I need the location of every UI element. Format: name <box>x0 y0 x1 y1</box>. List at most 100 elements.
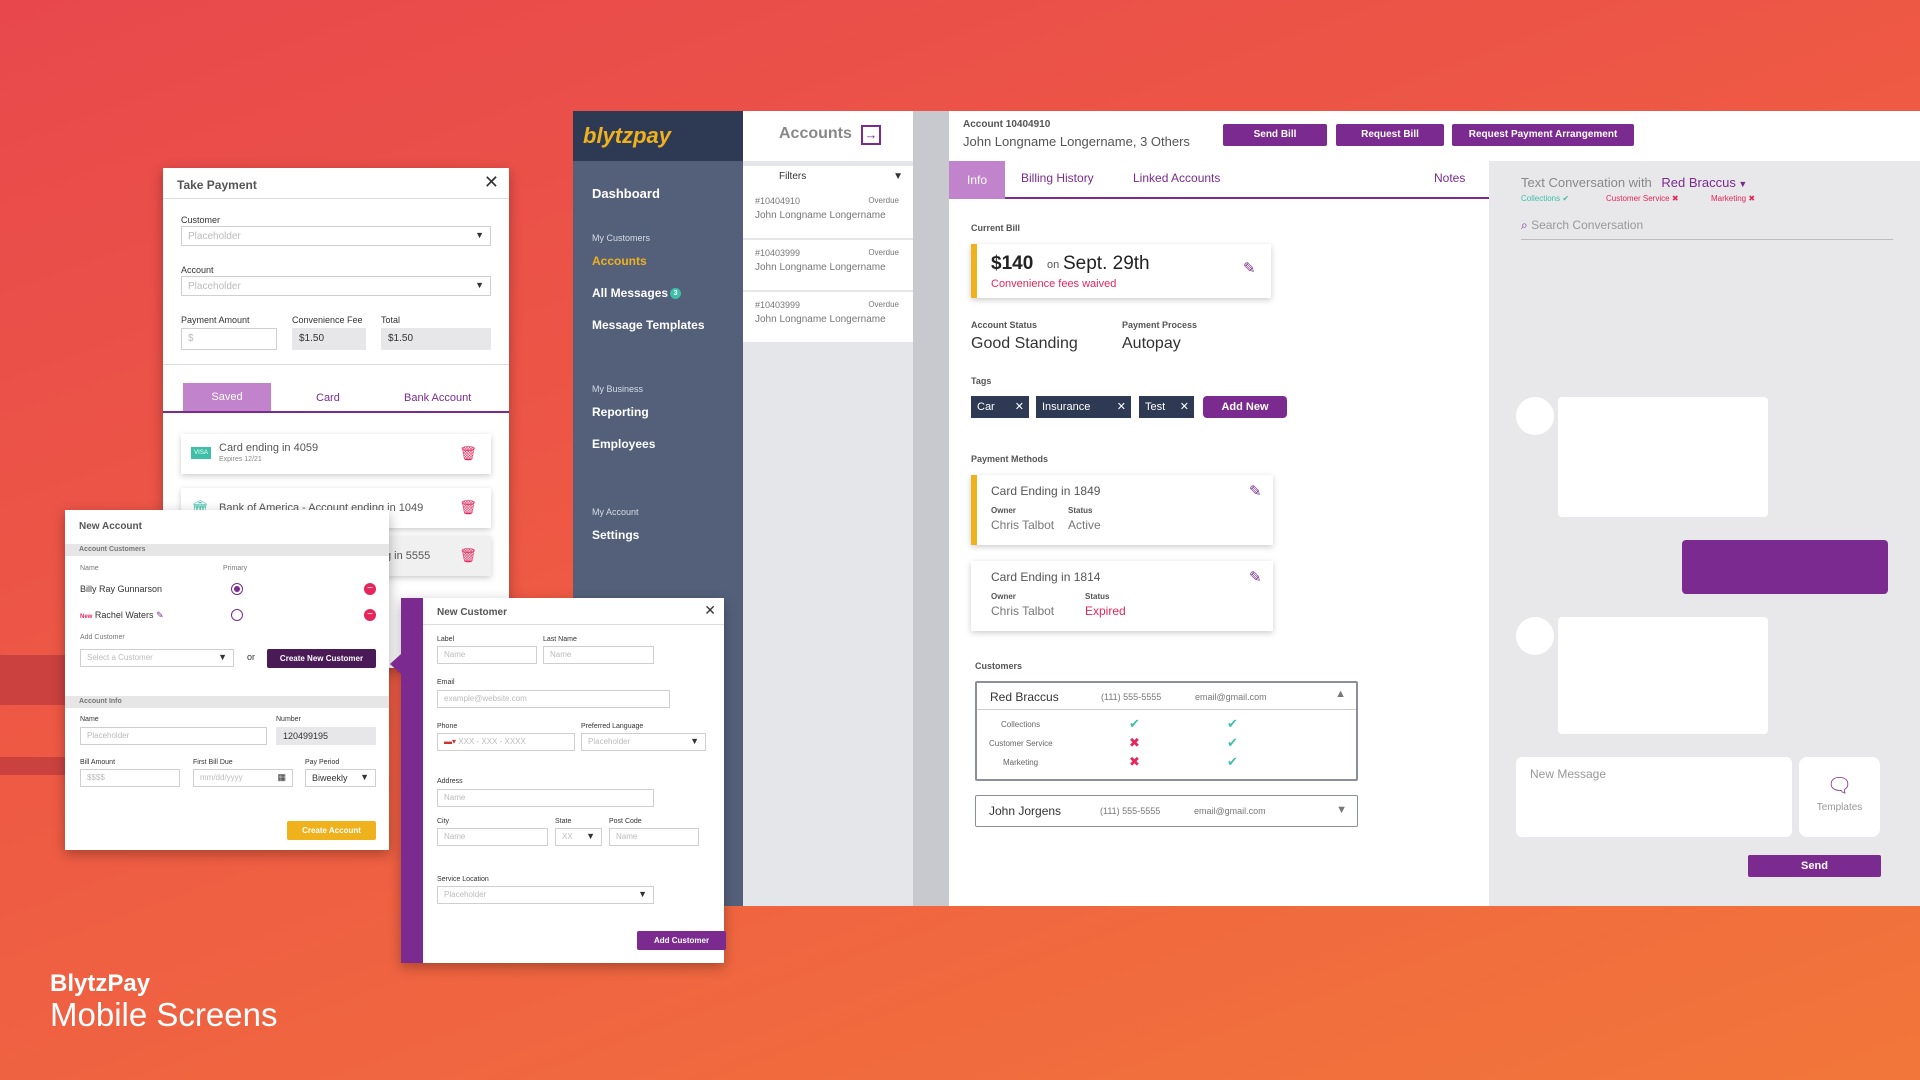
chevron-down-icon[interactable]: ▼ <box>1735 179 1748 189</box>
search-conversation-input[interactable]: ⌕ Search Conversation <box>1521 218 1893 240</box>
logo[interactable]: blytzpay <box>573 111 743 161</box>
conversation-recipient[interactable]: Red Braccus <box>1661 175 1736 190</box>
close-icon[interactable]: ✕ <box>483 172 499 192</box>
sidebar-item-employees[interactable]: Employees <box>592 437 656 451</box>
method-title: Card Ending in 1814 <box>991 570 1101 584</box>
send-button[interactable]: Send <box>1748 855 1881 877</box>
pointer-arrow <box>390 654 401 674</box>
customer-email: email@gmail.com <box>1194 806 1266 816</box>
chevron-down-icon[interactable]: ▼ <box>1336 804 1347 816</box>
service-location-select[interactable]: Placeholder ▼ <box>437 886 654 904</box>
edit-pencil-icon[interactable]: ✎ <box>156 610 164 620</box>
account-name: John Longname Longername <box>755 262 886 273</box>
status-value: Active <box>1068 518 1101 532</box>
account-card[interactable]: #10404910 Overdue John Longname Longername <box>743 188 913 238</box>
trash-icon[interactable]: 🗑 <box>459 547 477 563</box>
customer-collapsed[interactable]: John Jorgens (111) 555-5555 email@gmail.… <box>975 795 1358 827</box>
service-location-label: Service Location <box>437 876 489 883</box>
check-icon[interactable]: ✔ <box>1227 716 1238 731</box>
new-message-input[interactable]: New Message <box>1516 757 1792 837</box>
check-icon[interactable]: ✔ <box>1227 735 1238 750</box>
language-select[interactable]: Placeholder ▼ <box>581 733 706 751</box>
status-label: Status <box>1068 506 1093 515</box>
tab-saved[interactable]: Saved <box>183 383 271 411</box>
tab-bank-account[interactable]: Bank Account <box>404 392 472 404</box>
customer-select[interactable]: Placeholder ▼ <box>181 226 491 246</box>
modal-title: New Customer <box>437 607 508 618</box>
trash-icon[interactable]: 🗑 <box>459 445 477 461</box>
add-customer-button[interactable]: Add Customer <box>637 931 726 950</box>
primary-radio[interactable] <box>231 583 243 595</box>
tab-linked-accounts[interactable]: Linked Accounts <box>1133 171 1221 185</box>
remove-tag-icon[interactable]: ✕ <box>1116 401 1126 413</box>
account-id: #10403999 <box>755 248 801 258</box>
payment-method-card[interactable]: Card Ending in 1849 Owner Chris Talbot S… <box>971 475 1273 545</box>
address-input[interactable]: Name <box>437 789 654 807</box>
name-label: Name <box>80 716 99 723</box>
sidebar-section-customers: My Customers <box>592 233 651 243</box>
create-account-button[interactable]: Create Account <box>287 821 376 840</box>
customer-row-name: Rachel Waters <box>94 610 154 620</box>
sidebar-item-reporting[interactable]: Reporting <box>592 405 649 419</box>
sidebar-section-business: My Business <box>592 384 644 394</box>
tab-billing-history[interactable]: Billing History <box>1021 171 1094 185</box>
edit-pencil-icon[interactable]: ✎ <box>1249 483 1262 500</box>
name-input[interactable]: Placeholder <box>80 727 267 745</box>
sidebar-item-message-templates[interactable]: Message Templates <box>592 318 705 332</box>
amount-input[interactable]: $ <box>181 328 277 350</box>
first-name-input[interactable]: Name <box>437 646 537 664</box>
city-input[interactable]: Name <box>437 828 548 846</box>
remove-tag-icon[interactable]: ✕ <box>1179 401 1189 413</box>
tab-info[interactable]: Info <box>949 161 1005 199</box>
add-tag-button[interactable]: Add New <box>1203 396 1287 418</box>
sidebar-item-accounts[interactable]: Accounts <box>592 254 647 268</box>
check-icon[interactable]: ✔ <box>1129 716 1140 731</box>
check-icon[interactable]: ✔ <box>1227 754 1238 769</box>
templates-button[interactable]: 🗨 Templates <box>1799 757 1880 837</box>
visa-icon: VISA <box>191 447 211 459</box>
email-input[interactable]: example@website.com <box>437 690 670 708</box>
trash-icon[interactable]: 🗑 <box>459 499 477 515</box>
overdue-badge: Overdue <box>868 300 899 309</box>
first-due-input[interactable]: mm/dd/yyyy ▦ <box>193 769 293 787</box>
account-card[interactable]: #10403999 Overdue John Longname Longername <box>743 292 913 342</box>
saved-method-item[interactable]: VISA Card ending in 4059 Expires 12/21 🗑 <box>181 434 491 474</box>
placeholder: Placeholder <box>188 231 241 242</box>
remove-minus-icon[interactable]: − <box>364 609 376 621</box>
remove-tag-icon[interactable]: ✕ <box>1014 401 1024 413</box>
tab-card[interactable]: Card <box>316 392 340 404</box>
phone-input[interactable]: ▬▾ XXX - XXX - XXXX <box>437 733 575 751</box>
state-label: State <box>555 818 572 825</box>
sidebar-item-settings[interactable]: Settings <box>592 528 640 542</box>
request-arrangement-button[interactable]: Request Payment Arrangement <box>1452 124 1634 146</box>
or-label: or <box>247 652 256 662</box>
request-bill-button[interactable]: Request Bill <box>1336 124 1444 146</box>
payment-method-card[interactable]: Card Ending in 1814 Owner Chris Talbot S… <box>971 561 1273 631</box>
last-name-input[interactable]: Name <box>543 646 654 664</box>
x-icon: ✖ <box>1671 194 1679 203</box>
bill-amount-input[interactable]: $$$$ <box>80 769 180 787</box>
create-new-customer-button[interactable]: Create New Customer <box>267 649 376 668</box>
edit-pencil-icon[interactable]: ✎ <box>1249 569 1262 586</box>
x-icon[interactable]: ✖ <box>1129 735 1140 750</box>
conversation-title: Text Conversation with Red Braccus ▼ <box>1521 175 1747 190</box>
chevron-up-icon[interactable]: ▲ <box>1335 688 1346 700</box>
filters-dropdown[interactable]: Filters ▼ <box>743 166 913 188</box>
sidebar-item-all-messages[interactable]: All Messages 3 <box>592 286 682 300</box>
edit-pencil-icon[interactable]: ✎ <box>1243 260 1256 277</box>
x-icon[interactable]: ✖ <box>1129 754 1140 769</box>
post-code-input[interactable]: Name <box>609 828 699 846</box>
primary-radio[interactable] <box>231 609 243 621</box>
remove-minus-icon[interactable]: − <box>364 583 376 595</box>
close-icon[interactable]: ✕ <box>704 602 716 618</box>
state-select[interactable]: XX ▼ <box>555 828 602 846</box>
pay-period-select[interactable]: Biweekly ▼ <box>305 769 376 787</box>
sidebar-item-dashboard[interactable]: Dashboard <box>592 186 660 201</box>
collapse-arrow-icon[interactable]: → <box>861 125 881 145</box>
account-select[interactable]: Placeholder ▼ <box>181 276 491 296</box>
select-customer-dropdown[interactable]: Select a Customer ▼ <box>80 649 234 667</box>
tab-notes[interactable]: Notes <box>1434 171 1466 185</box>
chevron-down-icon: ▼ <box>638 889 647 899</box>
account-card[interactable]: #10403999 Overdue John Longname Longername <box>743 240 913 290</box>
send-bill-button[interactable]: Send Bill <box>1223 124 1327 146</box>
